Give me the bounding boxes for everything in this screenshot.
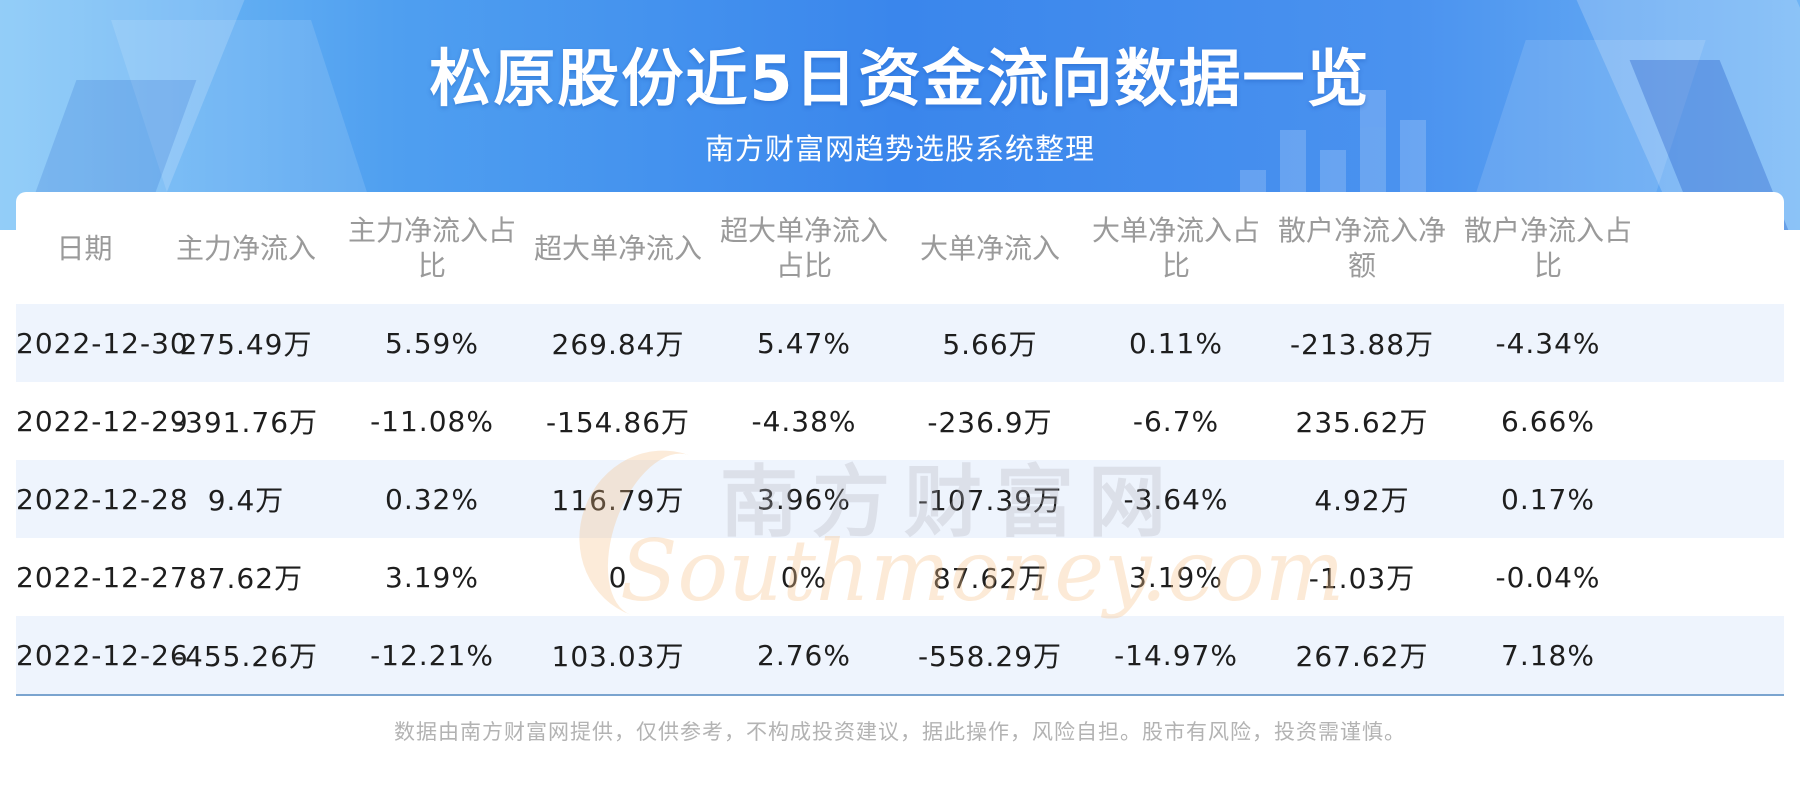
column-header-retail-inflow: 散户净流入净额 [1277,214,1446,282]
column-header-main-inflow: 主力净流入 [175,231,316,265]
cell-main-ratio: -12.21% [370,638,494,672]
table-row: 2022-12-28 9.4万 0.32% 116.79万 3.96% -107… [16,460,1784,538]
cell-retail-ratio: 0.17% [1501,482,1595,516]
cell-large-ratio: 3.19% [1129,560,1223,594]
cell-xl-inflow: 269.84万 [551,328,685,361]
cell-date: 2022-12-30 [16,326,189,360]
table-row: 2022-12-29 -391.76万 -11.08% -154.86万 -4.… [16,382,1784,460]
cell-date: 2022-12-28 [16,482,189,516]
page-title: 松原股份近5日资金流向数据一览 [429,42,1371,115]
cell-main-inflow: -391.76万 [173,406,319,439]
cell-xl-inflow: 103.03万 [551,640,685,673]
table-bottom-rule [16,694,1784,696]
cell-main-ratio: 5.59% [385,326,479,360]
column-header-xl-inflow: 超大单净流入 [533,231,702,265]
column-header-large-ratio: 大单净流入占比 [1091,214,1260,282]
page-subtitle: 南方财富网趋势选股系统整理 [704,132,1095,166]
cell-date: 2022-12-26 [16,638,189,672]
cell-retail-ratio: 7.18% [1501,638,1595,672]
cell-main-inflow: 87.62万 [188,562,304,595]
cell-large-inflow: 87.62万 [932,562,1048,595]
fund-flow-table: 日期 主力净流入 主力净流入占比 超大单净流入 超大单净流入占比 大单净流入 大… [16,192,1784,696]
cell-retail-inflow: 4.92万 [1314,484,1410,517]
cell-retail-ratio: -0.04% [1495,560,1601,594]
cell-main-ratio: 0.32% [385,482,479,516]
cell-xl-ratio: 5.47% [757,326,851,360]
cell-retail-inflow: 267.62万 [1295,640,1429,673]
column-header-retail-ratio: 散户净流入占比 [1463,214,1632,282]
cell-main-inflow: 275.49万 [179,328,313,361]
cell-xl-ratio: -4.38% [751,404,857,438]
cell-xl-inflow: -154.86万 [545,406,691,439]
cell-large-inflow: 5.66万 [942,328,1038,361]
cell-large-ratio: -14.97% [1114,638,1238,672]
column-header-main-ratio: 主力净流入占比 [347,214,516,282]
cell-xl-ratio: 0% [780,560,828,594]
cell-large-ratio: 0.11% [1129,326,1223,360]
cell-retail-ratio: 6.66% [1501,404,1595,438]
cell-main-inflow: -455.26万 [173,640,319,673]
cell-xl-ratio: 3.96% [757,482,851,516]
cell-xl-ratio: 2.76% [757,638,851,672]
cell-large-inflow: -107.39万 [917,484,1063,517]
column-header-date: 日期 [56,231,113,265]
header-banner: 松原股份近5日资金流向数据一览 南方财富网趋势选股系统整理 [0,0,1800,230]
cell-large-inflow: -558.29万 [917,640,1063,673]
table-row: 2022-12-26 -455.26万 -12.21% 103.03万 2.76… [16,616,1784,694]
cell-retail-ratio: -4.34% [1495,326,1601,360]
column-header-xl-ratio: 超大单净流入占比 [719,214,888,282]
cell-retail-inflow: 235.62万 [1295,406,1429,439]
table-header: 日期 主力净流入 主力净流入占比 超大单净流入 超大单净流入占比 大单净流入 大… [16,192,1784,304]
table-row: 2022-12-30 275.49万 5.59% 269.84万 5.47% 5… [16,304,1784,382]
cell-retail-inflow: -213.88万 [1289,328,1435,361]
cell-main-ratio: 3.19% [385,560,479,594]
cell-date: 2022-12-27 [16,560,189,594]
cell-date: 2022-12-29 [16,404,189,438]
cell-main-ratio: -11.08% [370,404,494,438]
cell-xl-inflow: 116.79万 [551,484,685,517]
column-header-large-inflow: 大单净流入 [919,231,1060,265]
cell-main-inflow: 9.4万 [207,484,285,517]
disclaimer: 数据由南方财富网提供，仅供参考，不构成投资建议，据此操作，风险自担。股市有风险，… [394,720,1406,744]
cell-large-ratio: -6.7% [1132,404,1220,438]
cell-xl-inflow: 0 [608,560,628,594]
cell-retail-inflow: -1.03万 [1308,562,1416,595]
table-row: 2022-12-27 87.62万 3.19% 0 0% 87.62万 3.19… [16,538,1784,616]
cell-large-ratio: -3.64% [1123,482,1229,516]
cell-large-inflow: -236.9万 [927,406,1053,439]
